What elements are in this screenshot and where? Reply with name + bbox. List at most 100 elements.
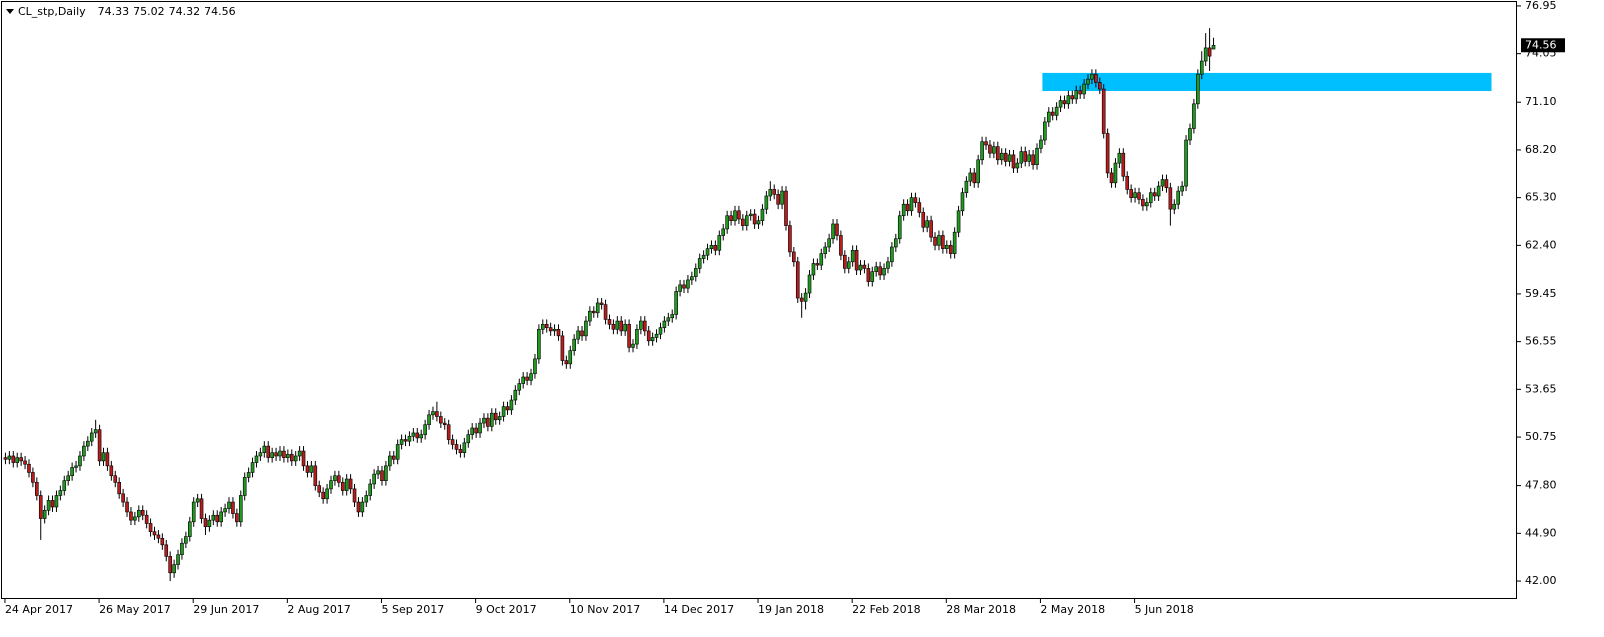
candle-body [1011,154,1016,169]
candle-body [968,172,973,182]
candle-body [925,220,929,228]
candle-body [756,220,761,225]
candle-body [717,235,722,251]
candle-body [897,215,902,240]
candle-body [835,223,839,236]
candle-body [1082,83,1086,95]
candle-body [262,445,267,453]
candle-body [995,146,1000,161]
candle-body [882,268,886,276]
candle-body [70,467,74,477]
candle-body [521,376,525,384]
candle-body [1007,154,1012,162]
candle-body [999,152,1004,161]
zone-layer [1042,72,1492,92]
candle-body [1121,152,1126,177]
x-tick-label: 29 Jun 2017 [193,603,259,616]
candle-body [376,470,380,475]
candle-body [988,144,992,154]
candle-body [894,238,898,248]
candle-body [419,434,424,439]
candle-body [1207,47,1212,57]
candle-body [282,450,286,458]
candle-body [305,465,310,473]
candle-body [976,159,980,184]
candle-body [646,330,651,342]
candle-body [654,333,659,338]
candle-body [541,324,545,330]
candle-body [462,442,467,453]
candle-body [360,501,365,513]
candle-body [760,208,765,221]
candle-body [1211,44,1216,50]
candle-body [340,482,345,491]
candle-body [682,284,686,289]
candle-body [1145,202,1149,207]
candle-body [180,542,184,556]
candle-body [811,263,816,276]
y-tick-label: 71.10 [1525,95,1557,108]
candle-body [78,455,82,467]
x-tick-label: 10 Nov 2017 [570,603,640,616]
candle-body [505,406,510,411]
candle-body [140,509,145,516]
candle-body [1113,162,1118,184]
y-tick-label: 76.95 [1525,0,1557,12]
candle-body [50,500,55,508]
candle-body [623,324,627,332]
candle-body [1090,73,1094,80]
candle-body [686,279,690,289]
candle-body [317,485,322,493]
candle-body [482,417,486,424]
candle-body [144,514,149,524]
candle-body [431,411,435,416]
header: CL_stp,Daily 74.33 75.02 74.32 74.56 [18,5,236,18]
candle-body [639,320,643,330]
candle-body [721,228,726,236]
candle-body [725,215,729,230]
axis-layer: 42.00 44.90 47.80 50.75 53.65 56.55 59.45 62.40… [4,0,1565,616]
candle-body [670,314,675,319]
candle-body [599,302,604,305]
candle-body [164,544,169,557]
x-tick-label: 5 Sep 2017 [381,603,444,616]
candle-body [737,210,741,220]
candle-body [337,475,341,483]
candle-body [799,297,804,302]
candle-body [674,291,678,315]
candle-body [27,463,31,473]
candle-body [878,266,882,276]
candle-body [395,444,400,460]
candle-body [827,238,831,248]
candle-body [846,261,851,269]
candle-body [839,235,843,256]
candle-body [1164,179,1169,189]
candle-body [937,235,941,246]
candle-body [1058,100,1063,108]
candle-body [86,440,90,447]
candle-body [972,172,977,184]
candle-body [384,465,388,481]
candle-body [1199,60,1204,75]
candle-body [1176,190,1181,205]
candle-body [807,274,812,294]
candle-body [152,531,157,536]
candle-body [1192,103,1196,129]
candle-body [741,218,745,226]
x-tick-label: 28 Mar 2018 [946,603,1016,616]
candle-body [176,554,180,565]
candle-body [862,264,867,269]
candle-body [497,416,502,421]
candle-body [615,320,620,330]
candle-body [1105,133,1110,174]
candle-body [607,319,612,325]
y-tick-label: 47.80 [1525,479,1557,492]
candle-body [31,472,35,483]
header-high: 75.02 [133,5,165,18]
candle-body [509,399,514,411]
candle-body [356,501,361,513]
candle-body [1086,78,1090,85]
x-tick-label: 14 Dec 2017 [664,603,734,616]
candle-body [439,416,443,424]
